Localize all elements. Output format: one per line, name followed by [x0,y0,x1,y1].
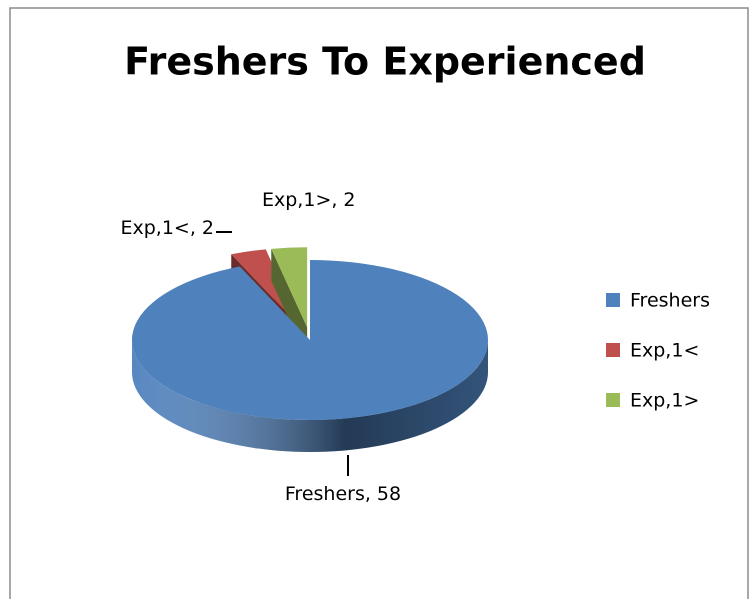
pie-slice [271,247,308,328]
legend-label: Freshers [630,290,710,312]
legend-swatch [606,293,620,307]
legend-swatch [606,393,620,407]
legend-swatch [606,343,620,357]
data-label: Freshers, 58 [284,483,402,505]
pie-slice [131,260,488,421]
legend-label: Exp,1> [630,390,699,412]
data-label: Exp,1>, 2 [262,189,356,211]
legend-label: Exp,1< [630,340,699,362]
data-label: Exp,1<, 2 [120,217,214,239]
chart-title: Freshers To Experienced [124,40,646,84]
pie-slice-side-shade [132,340,488,452]
